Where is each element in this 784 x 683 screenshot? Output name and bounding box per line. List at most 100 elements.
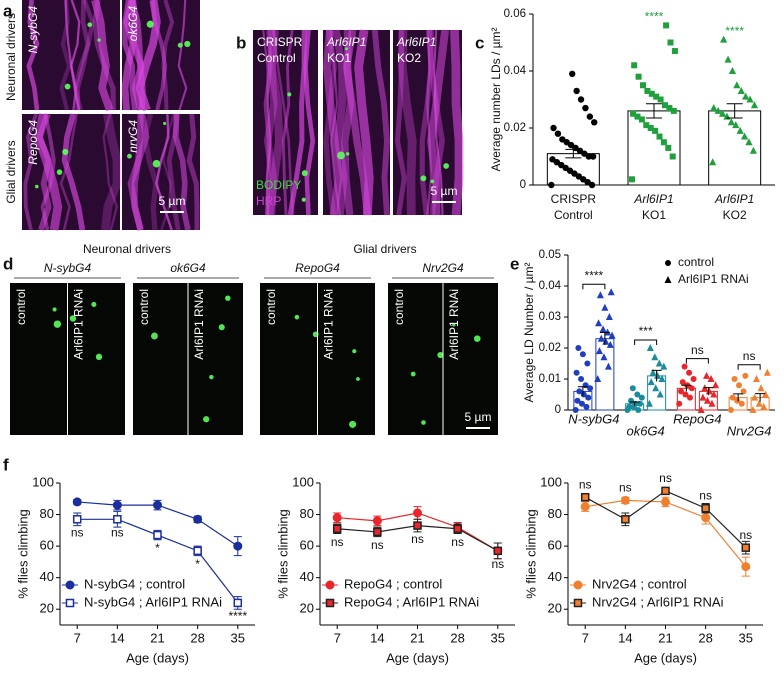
- data-point: [193, 514, 203, 524]
- y-tick-label: 0.02: [504, 122, 526, 134]
- fiber: [323, 29, 337, 216]
- data-point: [757, 384, 765, 392]
- data-point: [762, 390, 770, 398]
- error-bar: [646, 103, 662, 119]
- data-point: [153, 500, 162, 510]
- y-tick-label: 40: [548, 569, 562, 584]
- fiber: [75, 0, 91, 111]
- data-point: [569, 70, 576, 78]
- scale-label: 5 µm: [159, 194, 186, 208]
- data-point: [634, 113, 641, 120]
- y-tick-label: 80: [300, 506, 314, 521]
- x-tick-label: KO1: [642, 208, 666, 222]
- y-tick-label: 40: [300, 569, 314, 584]
- significance: *: [155, 541, 160, 555]
- x-tick-label: 14: [618, 630, 632, 645]
- data-point: [736, 382, 743, 389]
- data-point: [656, 390, 664, 398]
- legend-label: Nrv2G4 ; control: [592, 576, 687, 591]
- data-point: [753, 375, 761, 382]
- data-point: [709, 158, 717, 166]
- data-point: [595, 319, 603, 327]
- data-point: [679, 379, 686, 386]
- data-point: [671, 48, 678, 55]
- data-point: [630, 110, 637, 117]
- data-point: [720, 35, 728, 43]
- data-point: [620, 495, 630, 505]
- legend-marker: [573, 598, 583, 608]
- y-axis-label: % flies climbing: [275, 509, 290, 599]
- data-point: [112, 500, 122, 510]
- fiber: [354, 29, 374, 216]
- data-point: [663, 22, 670, 29]
- driver-label: Nrv2G4: [422, 261, 464, 275]
- x-tick-label: 35: [491, 630, 505, 645]
- data-point: [710, 390, 718, 398]
- data-point: [587, 385, 594, 392]
- data-point: [608, 331, 616, 339]
- lipid-droplet: [294, 314, 300, 320]
- significance: ***: [639, 324, 653, 338]
- data-point: [645, 399, 653, 407]
- data-point: [589, 153, 597, 160]
- data-point: [657, 96, 664, 103]
- significance: ****: [585, 268, 604, 282]
- data-point: [600, 353, 608, 361]
- scale-label: 5 µm: [431, 184, 458, 198]
- data-point: [332, 513, 342, 523]
- data-point: [601, 303, 609, 311]
- error-bar: [726, 103, 743, 119]
- condition-label: Arl6IP1 RNAi: [322, 289, 336, 360]
- data-point: [741, 543, 751, 552]
- y-tick-label: 40: [40, 569, 54, 584]
- significance: ns: [699, 488, 712, 502]
- error-bar: [629, 401, 640, 406]
- significance: ns: [691, 343, 704, 357]
- error-bar: [565, 148, 582, 159]
- significance: ****: [725, 24, 744, 38]
- error-bar: [651, 369, 662, 382]
- fiber: [173, 113, 191, 231]
- legend-label: N-sybG4 ; Arl6IP1 RNAi: [84, 594, 222, 609]
- lipid-droplet: [184, 40, 191, 48]
- data-point: [746, 95, 754, 103]
- data-point: [751, 393, 759, 401]
- data-point: [652, 384, 660, 392]
- fiber: [371, 29, 390, 216]
- x-tick-label: 35: [231, 630, 245, 645]
- lipid-droplet: [337, 151, 345, 160]
- y-tick-label: 0.04: [504, 65, 527, 77]
- legend-label: control: [678, 255, 714, 269]
- fiber: [102, 113, 119, 231]
- data-point: [586, 113, 594, 120]
- data-point: [728, 67, 737, 74]
- data-point: [703, 396, 711, 404]
- data-point: [740, 388, 747, 395]
- data-point: [373, 527, 382, 537]
- data-point: [651, 353, 659, 361]
- x-tick-label: RepoG4: [673, 411, 721, 426]
- fiber: [150, 0, 168, 111]
- data-point: [621, 515, 630, 524]
- fiber: [177, 0, 188, 111]
- data-point: [707, 375, 715, 382]
- data-point: [667, 39, 674, 46]
- data-point: [750, 101, 759, 109]
- significance: ns: [71, 525, 84, 539]
- lipid-droplet: [437, 351, 444, 359]
- fiber: [121, 0, 137, 111]
- data-point: [749, 406, 757, 413]
- lipid-droplet: [91, 301, 97, 308]
- data-point: [635, 73, 642, 80]
- data-point: [413, 521, 422, 530]
- lipid-droplet: [52, 307, 57, 312]
- data-point: [599, 325, 607, 333]
- fiber: [332, 29, 348, 216]
- data-point: [656, 133, 663, 140]
- data-point: [573, 87, 580, 95]
- lipid-droplet: [56, 169, 63, 175]
- x-tick-label: 21: [410, 630, 424, 645]
- x-tick-label: Control: [554, 208, 593, 222]
- data-point: [559, 136, 566, 143]
- lipid-droplet: [410, 371, 416, 377]
